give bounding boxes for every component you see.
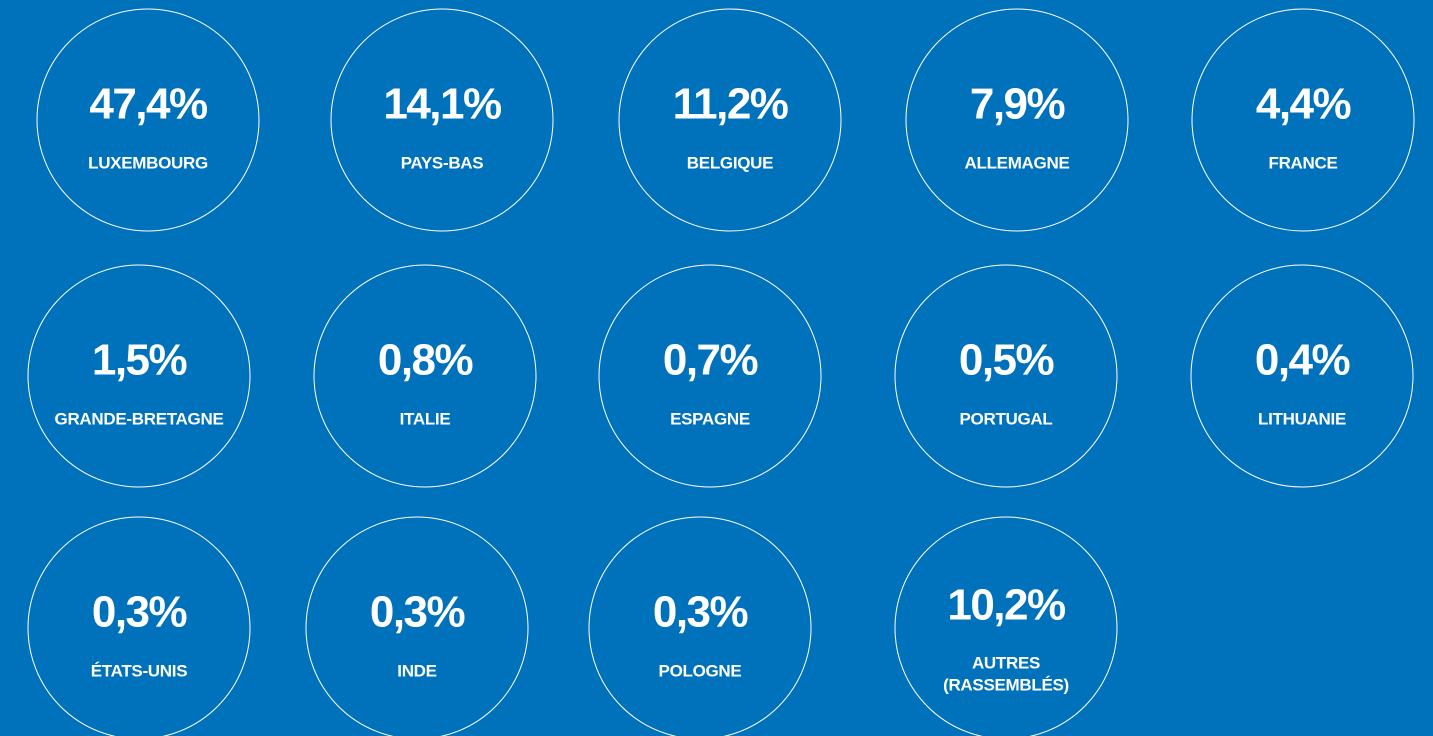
country-badge: 10,2% AUTRES (RASSEMBLÉS) [894, 516, 1118, 736]
country-label: ÉTATS-UNIS [91, 661, 187, 680]
country-badge: 47,4% LUXEMBOURG [36, 8, 260, 232]
country-badge: 0,3% POLOGNE [588, 516, 812, 736]
share-value: 0,3% [370, 588, 465, 637]
badge-circle [588, 516, 812, 736]
share-value: 0,8% [378, 336, 473, 385]
badge-circle [1191, 8, 1415, 232]
share-value: 14,1% [383, 80, 501, 129]
country-label: ALLEMAGNE [965, 153, 1070, 172]
share-value: 0,4% [1255, 336, 1350, 385]
badge-circle [618, 8, 842, 232]
badge-circle [598, 264, 822, 488]
share-value: 0,5% [959, 336, 1054, 385]
share-value: 10,2% [947, 581, 1065, 630]
badge-circle [27, 516, 251, 736]
country-badge: 11,2% BELGIQUE [618, 8, 842, 232]
country-badge: 0,3% INDE [305, 516, 529, 736]
country-badge: 1,5% GRANDE-BRETAGNE [27, 264, 251, 488]
country-label: AUTRES [972, 653, 1040, 672]
share-value: 4,4% [1256, 80, 1351, 129]
country-badge: 0,3% ÉTATS-UNIS [27, 516, 251, 736]
country-badge: 0,7% ESPAGNE [598, 264, 822, 488]
share-value: 0,3% [92, 588, 187, 637]
country-label: PORTUGAL [960, 409, 1053, 428]
country-label: FRANCE [1268, 153, 1337, 172]
share-value: 1,5% [92, 336, 187, 385]
country-label: BELGIQUE [687, 153, 773, 172]
badge-circle [1190, 264, 1414, 488]
country-label: ESPAGNE [670, 409, 750, 428]
badge-circle [330, 8, 554, 232]
badge-circle [894, 264, 1118, 488]
country-badge: 14,1% PAYS-BAS [330, 8, 554, 232]
badge-circle [313, 264, 537, 488]
country-badge: 7,9% ALLEMAGNE [905, 8, 1129, 232]
country-label: GRANDE-BRETAGNE [55, 409, 224, 428]
share-value: 0,7% [663, 336, 758, 385]
country-label: ITALIE [400, 409, 451, 428]
country-label: PAYS-BAS [401, 153, 484, 172]
badge-circle [36, 8, 260, 232]
country-label: LITHUANIE [1258, 409, 1346, 428]
country-label: POLOGNE [659, 661, 742, 680]
share-value: 47,4% [89, 80, 207, 129]
badge-circle [27, 264, 251, 488]
badge-circle [905, 8, 1129, 232]
country-label: (RASSEMBLÉS) [943, 675, 1069, 694]
share-value: 7,9% [970, 80, 1065, 129]
country-badge: 0,8% ITALIE [313, 264, 537, 488]
country-label: INDE [397, 661, 436, 680]
badge-circle [894, 516, 1118, 736]
country-badge: 0,5% PORTUGAL [894, 264, 1118, 488]
country-badge: 4,4% FRANCE [1191, 8, 1415, 232]
country-label: LUXEMBOURG [88, 153, 208, 172]
share-value: 0,3% [653, 588, 748, 637]
country-badge: 0,4% LITHUANIE [1190, 264, 1414, 488]
badge-circle [305, 516, 529, 736]
share-value: 11,2% [673, 80, 788, 129]
